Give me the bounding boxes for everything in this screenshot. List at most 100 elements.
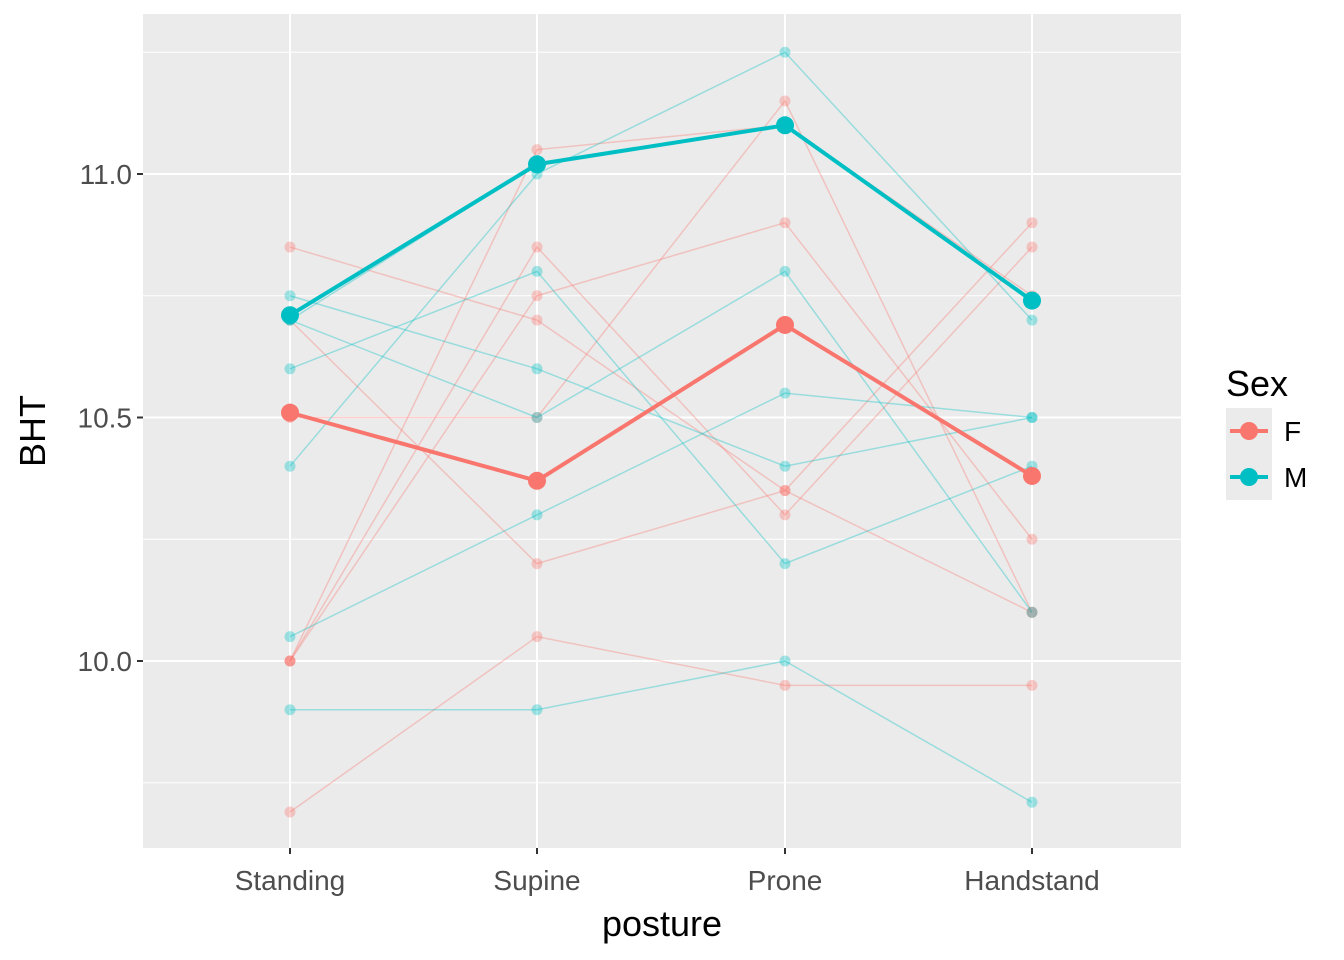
individual-point [1026,533,1038,545]
individual-point [531,144,543,156]
legend-label: F [1284,416,1301,447]
individual-point [284,290,296,302]
individual-point [779,265,791,277]
mean-point [1023,291,1041,310]
individual-point [779,509,791,521]
individual-point [284,631,296,643]
legend-key-point [1240,422,1258,440]
legend-title: Sex [1226,363,1288,404]
mean-line [289,322,1034,483]
individual-point [284,655,296,667]
individual-point [1026,606,1038,618]
individual-point [1026,679,1038,691]
major-gridlines [143,14,1181,848]
individual-point [1026,796,1038,808]
individual-point [779,558,791,570]
individual-line [289,295,1033,467]
individual-series-f [284,241,1038,667]
individual-point [531,265,543,277]
mean-point [776,315,794,334]
individual-line [290,99,1033,613]
individual-point [779,460,791,472]
individual-point [531,412,543,423]
individual-line [289,245,1033,662]
individual-line [290,660,1033,803]
mean-point [776,116,794,135]
individual-point [531,314,543,326]
mean-series-f [281,315,1041,490]
individual-point [531,241,543,253]
mean-point [528,471,546,490]
individual-point [779,655,791,667]
individual-point [1026,314,1038,326]
individual-point [284,363,296,375]
mean-point [528,155,546,174]
individual-point [531,412,543,423]
individual-point [1026,412,1038,423]
mean-point [281,306,299,325]
individual-point [284,241,296,253]
individual-line [289,51,1033,467]
individual-point [284,655,296,667]
individual-point [284,704,296,716]
individual-point [531,631,543,643]
individual-line [289,270,1033,565]
individual-line [289,635,1032,813]
y-axis-title: BHT [12,395,53,467]
legend: Sex FM [1226,363,1307,500]
individual-point [779,46,791,58]
individual-series-m [284,387,1038,643]
individual-point [1026,606,1038,618]
individual-line [289,222,1033,565]
individual-line [289,246,1033,613]
individual-point [779,679,791,691]
individual-point [284,460,296,472]
individual-series-m [284,655,1038,808]
legend-keys: FM [1226,408,1307,500]
mean-point [1023,466,1041,485]
individual-line [289,270,1033,613]
individual-point [1026,606,1038,618]
y-tick-label: 11.0 [80,159,132,190]
individual-point [531,509,543,521]
individual-point [1026,412,1038,423]
individual-series-m [284,290,1038,472]
individual-line [289,392,1033,638]
individual-series [284,46,1038,818]
x-tick-label: Prone [748,865,823,896]
individual-point [1026,217,1038,229]
individual-point [284,806,296,818]
individual-point [779,485,791,497]
individual-point [531,704,543,716]
individual-series-m [284,265,1038,570]
individual-point [779,95,791,107]
individual-point [779,485,791,497]
individual-point [531,363,543,375]
y-axis: 10.0 10.5 11.0 [78,159,143,677]
mean-line [288,123,1034,317]
x-tick-label: Standing [235,865,346,896]
individual-point [779,217,791,229]
individual-series-f [284,631,1038,818]
legend-entry-m: M [1226,454,1307,500]
legend-label: M [1284,462,1307,493]
y-tick-label: 10.5 [78,403,133,434]
x-axis-title: posture [602,903,722,944]
y-tick-label: 10.0 [78,646,133,677]
individual-series-f [284,217,1038,667]
legend-entry-f: F [1226,408,1301,454]
individual-point [284,655,296,667]
x-tick-label: Supine [493,865,580,896]
individual-point [531,558,543,570]
plot-panel [143,14,1181,848]
x-tick-label: Handstand [964,865,1099,896]
minor-gridlines [143,51,1181,784]
mean-series-m [281,116,1041,325]
legend-key-point [1240,468,1258,486]
individual-series-f [284,241,1038,618]
mean-series [281,116,1041,490]
individual-point [779,387,791,399]
x-axis: Standing Supine Prone Handstand [235,848,1100,896]
mean-point [281,403,299,422]
